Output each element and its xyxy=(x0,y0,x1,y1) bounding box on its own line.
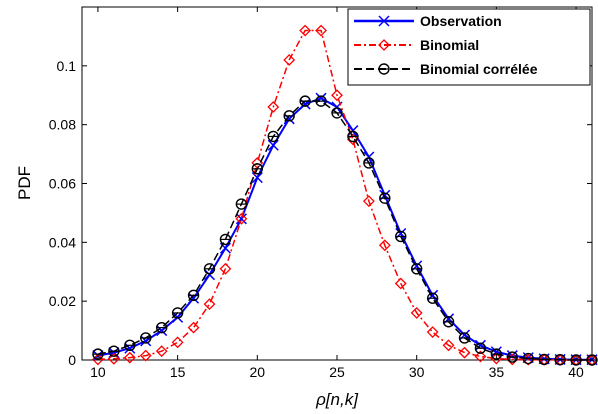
data-point xyxy=(299,95,311,107)
data-point xyxy=(363,157,375,169)
data-point xyxy=(108,347,120,359)
legend-marker xyxy=(378,63,390,75)
x-tick-label: 30 xyxy=(409,364,425,380)
legend-label: Binomial xyxy=(420,37,479,53)
data-point xyxy=(124,339,136,351)
data-point xyxy=(394,277,407,290)
y-axis-label: PDF xyxy=(15,166,34,200)
y-tick-label: 0.06 xyxy=(49,176,76,192)
data-point xyxy=(187,321,200,334)
x-tick-label: 40 xyxy=(568,364,584,380)
data-point xyxy=(538,353,550,366)
data-point xyxy=(219,262,232,275)
x-tick-label: 10 xyxy=(90,364,106,380)
data-point xyxy=(155,321,168,334)
data-point xyxy=(331,107,343,119)
y-tick-label: 0.02 xyxy=(49,293,76,309)
marker-stroke xyxy=(219,242,231,254)
marker-stroke xyxy=(108,347,120,359)
data-point xyxy=(123,351,136,364)
series-layer xyxy=(92,24,598,366)
y-tick-label: 0.08 xyxy=(49,117,76,133)
legend-marker xyxy=(378,15,390,27)
data-point xyxy=(251,163,264,175)
marker-stroke xyxy=(378,15,390,27)
series-binomial-corr-l-e xyxy=(92,95,598,366)
data-point xyxy=(315,95,327,107)
x-tick-label: 15 xyxy=(170,364,186,380)
data-point xyxy=(506,353,519,366)
data-point xyxy=(235,198,248,210)
legend: Observation Binomial Binomial corrélée xyxy=(347,8,591,86)
data-point xyxy=(347,133,359,146)
data-point xyxy=(283,54,296,66)
data-point xyxy=(362,195,375,208)
data-point xyxy=(442,339,455,352)
data-point xyxy=(235,213,247,225)
data-point xyxy=(203,269,216,281)
data-point xyxy=(458,346,471,359)
data-point xyxy=(363,151,375,163)
data-point xyxy=(347,130,359,143)
data-point xyxy=(219,233,232,246)
marker-stroke xyxy=(203,269,216,281)
data-point xyxy=(506,351,519,363)
data-point xyxy=(140,332,152,344)
data-point xyxy=(171,307,184,319)
x-tick-label: 25 xyxy=(329,364,345,380)
data-point xyxy=(171,336,184,349)
data-point xyxy=(410,307,423,319)
legend-marker xyxy=(378,39,390,51)
marker-stroke xyxy=(251,172,263,184)
data-point xyxy=(107,352,120,365)
legend-label: Binomial corrélée xyxy=(420,61,538,77)
data-point xyxy=(203,263,216,275)
data-point xyxy=(410,263,423,275)
data-point xyxy=(426,326,439,338)
legend-label: Observation xyxy=(420,13,502,29)
data-point xyxy=(267,101,280,113)
data-point xyxy=(315,24,327,37)
data-point xyxy=(203,298,216,311)
data-point xyxy=(474,342,487,354)
data-point xyxy=(426,292,439,304)
data-point xyxy=(187,289,200,301)
data-point xyxy=(458,332,471,344)
marker-stroke xyxy=(363,151,375,163)
data-point xyxy=(442,316,455,328)
data-point xyxy=(155,345,168,358)
data-point xyxy=(108,345,120,357)
y-tick-label: 0 xyxy=(68,352,76,368)
data-point xyxy=(283,110,295,122)
x-tick-label: 35 xyxy=(489,364,505,380)
data-point xyxy=(395,230,407,243)
data-point xyxy=(379,192,391,204)
x-axis-label: ρ[n,k] xyxy=(315,390,359,409)
x-tick-label: 20 xyxy=(250,364,266,380)
marker-stroke xyxy=(490,346,502,358)
data-point xyxy=(474,350,487,363)
data-point xyxy=(378,239,391,252)
data-point xyxy=(331,89,343,102)
data-point xyxy=(554,354,566,366)
marker-stroke xyxy=(235,213,247,225)
data-point xyxy=(235,212,248,225)
y-tick-label: 0.04 xyxy=(49,234,76,250)
data-point xyxy=(522,352,534,365)
data-point xyxy=(139,349,152,362)
marker-stroke xyxy=(347,125,359,137)
data-point xyxy=(347,125,359,137)
y-tick-label: 0.1 xyxy=(57,58,77,74)
data-point xyxy=(267,130,279,143)
data-point xyxy=(299,24,312,37)
data-point xyxy=(267,139,279,151)
marker-stroke xyxy=(267,139,279,151)
